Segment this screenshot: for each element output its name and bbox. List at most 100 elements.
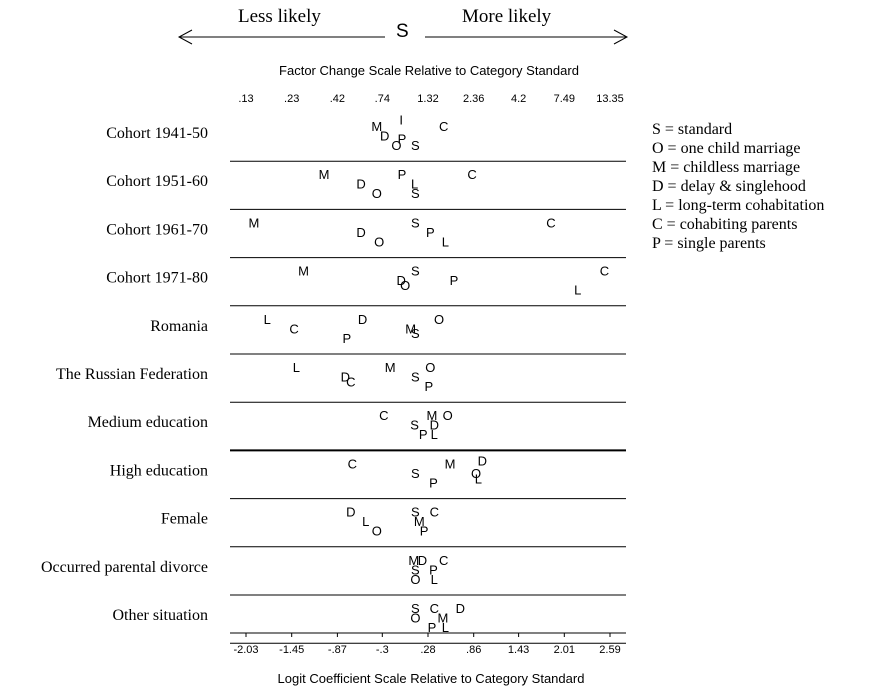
point-marker-l: L (411, 177, 418, 192)
point-marker-m: M (385, 360, 396, 375)
top-tick-label: 1.32 (417, 93, 438, 105)
top-axis-ticks: .13 .23 .42 .74 1.32 2.36 4.2 7.49 13.35 (238, 93, 623, 105)
point-marker-o: O (391, 138, 401, 153)
top-tick-label: 13.35 (596, 93, 624, 105)
point-marker-d: D (397, 273, 406, 288)
standard-marker-label: S (396, 21, 409, 42)
point-marker-s: S (411, 215, 420, 230)
point-marker-c: C (348, 456, 357, 471)
point-marker-d: D (430, 418, 439, 433)
point-marker-o: O (372, 186, 382, 201)
point-marker-s: S (411, 326, 420, 341)
top-tick-label: 4.2 (511, 93, 526, 105)
legend-entry: C = cohabiting parents (652, 216, 797, 233)
point-marker-p: P (343, 331, 352, 346)
point-marker-c: C (546, 215, 555, 230)
point-marker-d: D (356, 177, 365, 192)
more-likely-label: More likely (462, 6, 552, 27)
point-marker-p: P (424, 379, 433, 394)
point-marker-d: D (358, 312, 367, 327)
point-marker-m: M (371, 119, 382, 134)
point-marker-c: C (467, 167, 476, 182)
row-label: Female (161, 511, 208, 528)
point-marker-s: S (411, 562, 420, 577)
point-marker-o: O (374, 234, 384, 249)
point-marker-d: D (380, 129, 389, 144)
legend: S = standard O = one child marriage M = ch… (652, 121, 824, 252)
point-marker-o: O (434, 312, 444, 327)
row-label: Other situation (112, 607, 208, 624)
point-marker-c: C (379, 408, 388, 423)
row-label: Cohort 1941-50 (106, 125, 208, 142)
point-marker-s: S (411, 370, 420, 385)
point-marker-d: D (346, 505, 355, 520)
top-tick-label: .23 (284, 93, 299, 105)
left-arrowhead (177, 29, 193, 45)
row-label: Romania (150, 318, 208, 335)
point-marker-l: L (431, 427, 438, 442)
bottom-tick-label: 1.43 (508, 644, 529, 656)
bottom-tick-label: 2.59 (599, 644, 620, 656)
point-marker-d: D (478, 454, 487, 469)
point-marker-m: M (248, 215, 259, 230)
point-marker-c: C (439, 119, 448, 134)
row-label: High education (110, 462, 208, 479)
row-label: Cohort 1961-70 (106, 221, 208, 238)
point-marker-l: L (431, 572, 438, 587)
legend-entry: M = childless marriage (652, 159, 800, 176)
legend-entry: D = delay & singlehood (652, 178, 806, 195)
point-marker-l: L (442, 234, 449, 249)
row-label: Occurred parental divorce (41, 559, 208, 576)
point-marker-s: S (411, 505, 420, 520)
less-likely-label: Less likely (238, 6, 321, 27)
point-marker-s: S (411, 186, 420, 201)
point-marker-o: O (471, 466, 481, 481)
bottom-tick-label: .86 (466, 644, 481, 656)
top-axis-title: Factor Change Scale Relative to Category… (279, 63, 579, 78)
top-tick-label: 2.36 (463, 93, 484, 105)
point-marker-s: S (411, 466, 420, 481)
point-marker-o: O (410, 572, 420, 587)
legend-entry: O = one child marriage (652, 140, 801, 157)
point-marker-o: O (443, 408, 453, 423)
point-marker-p: P (398, 131, 407, 146)
point-marker-p: P (450, 273, 459, 288)
point-marker-i: I (399, 112, 403, 127)
bottom-tick-label: .28 (420, 644, 435, 656)
point-marker-p: P (429, 475, 438, 490)
bottom-axis-title: Logit Coefficient Scale Relative to Cate… (278, 671, 585, 686)
row-separators (230, 160, 626, 644)
point-marker-p: P (426, 225, 435, 240)
point-marker-m: M (427, 408, 438, 423)
point-marker-c: C (430, 601, 439, 616)
point-marker-c: C (430, 505, 439, 520)
point-marker-s: S (411, 264, 420, 279)
bottom-tick-label: 2.01 (554, 644, 575, 656)
direction-header: Less likely S More likely (177, 6, 629, 45)
point-marker-m: M (405, 321, 416, 336)
point-marker-l: L (475, 472, 482, 487)
row-label: Cohort 1971-80 (106, 270, 208, 287)
point-marker-d: D (356, 225, 365, 240)
bottom-tick-label: -1.45 (279, 644, 304, 656)
point-marker-p: P (428, 620, 437, 635)
top-tick-label: .13 (238, 93, 253, 105)
point-marker-s: S (411, 601, 420, 616)
point-marker-o: O (400, 278, 410, 293)
point-marker-m: M (298, 264, 309, 279)
point-marker-m: M (438, 611, 449, 626)
point-marker-d: D (418, 553, 427, 568)
point-marker-l: L (293, 360, 300, 375)
point-marker-m: M (445, 456, 456, 471)
point-marker-l: L (442, 620, 449, 635)
point-marker-p: P (429, 562, 438, 577)
point-marker-d: D (456, 601, 465, 616)
point-marker-p: P (419, 427, 428, 442)
point-marker-m: M (414, 514, 425, 529)
top-tick-label: 7.49 (554, 93, 575, 105)
top-tick-label: .74 (375, 93, 390, 105)
bottom-tick-label: -.87 (328, 644, 347, 656)
point-marker-d: D (341, 370, 350, 385)
